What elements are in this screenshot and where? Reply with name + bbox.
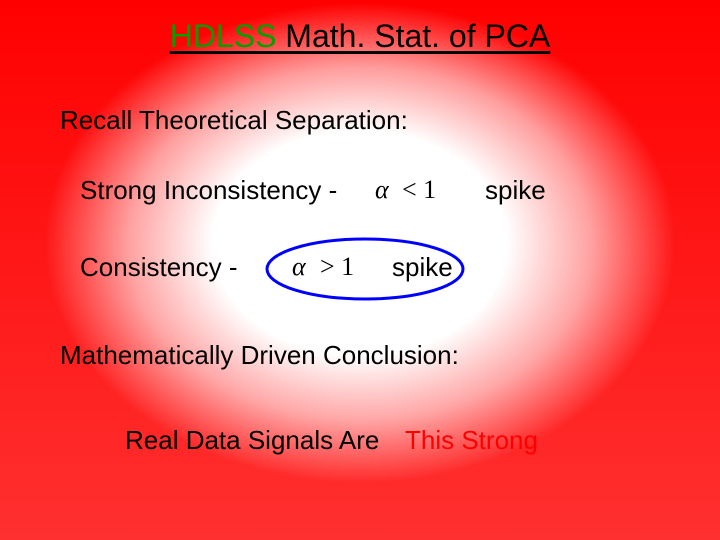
line-consistency-label: Consistency - — [80, 252, 238, 283]
title-part1: HDLSS — [170, 18, 277, 54]
spike-2: spike — [392, 252, 453, 283]
line-recall: Recall Theoretical Separation: — [60, 105, 408, 136]
slide: HDLSS Math. Stat. of PCA Recall Theoreti… — [0, 0, 720, 540]
spike-1: spike — [485, 175, 546, 206]
line-conclusion: Mathematically Driven Conclusion: — [60, 340, 459, 371]
relation-lt1: < 1 — [402, 175, 436, 205]
slide-title: HDLSS Math. Stat. of PCA — [0, 18, 720, 55]
relation-gt1: > 1 — [320, 252, 354, 282]
alpha-2: α — [292, 252, 306, 282]
line-strong-inconsistency-label: Strong Inconsistency - — [80, 175, 337, 206]
title-part2: Math. Stat. of PCA — [276, 18, 550, 54]
line-realdata-b: This Strong — [405, 425, 538, 456]
alpha-1: α — [375, 175, 389, 205]
line-realdata-a: Real Data Signals Are — [125, 425, 379, 456]
